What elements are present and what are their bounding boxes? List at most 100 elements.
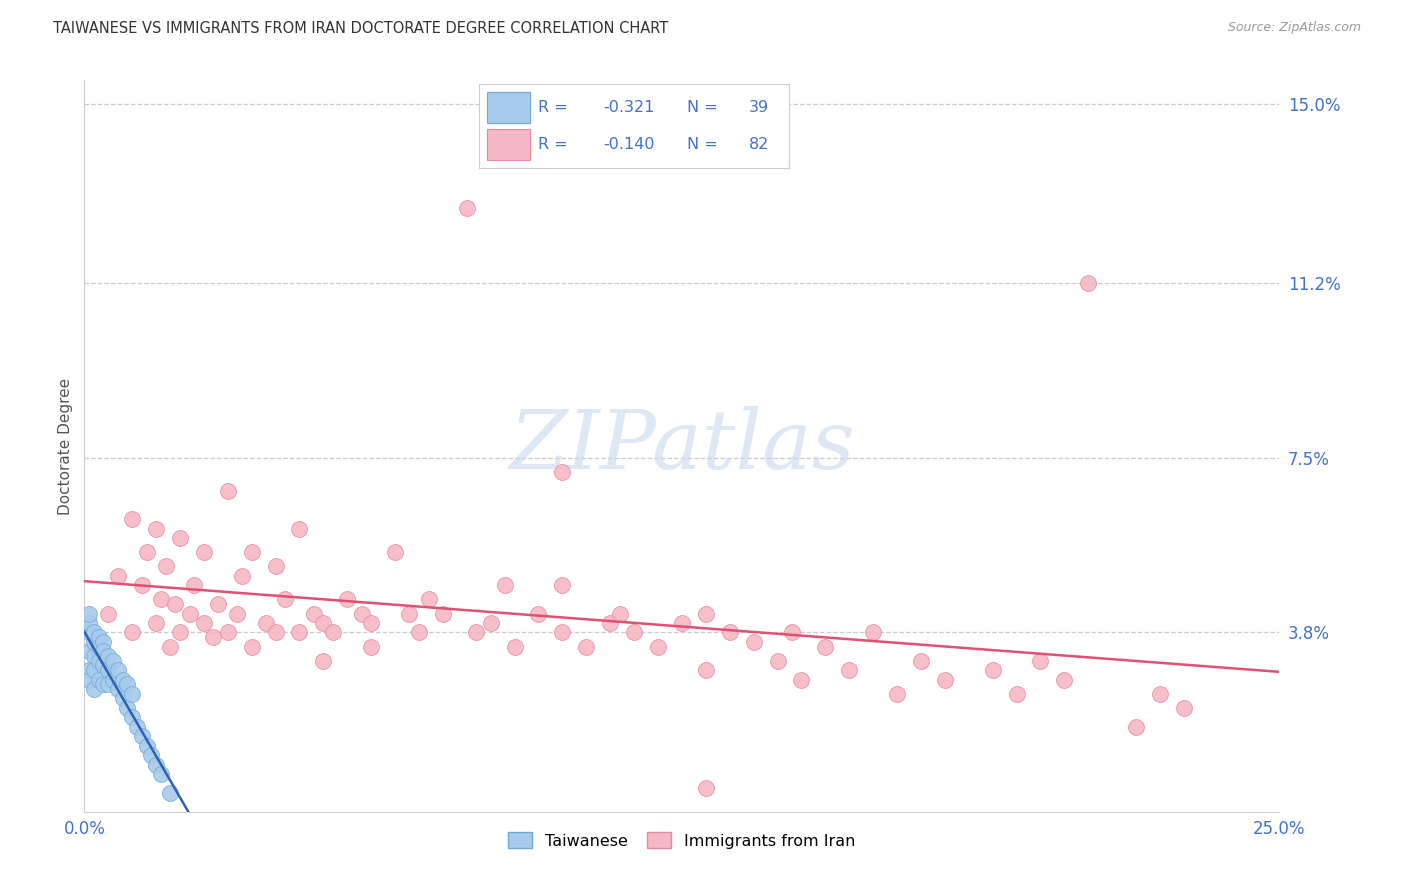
Point (169, 531, 191, 545)
Text: Source: ZipAtlas.com: Source: ZipAtlas.com (1227, 21, 1361, 34)
Point (575, 640, 598, 654)
Point (623, 625, 645, 640)
Point (135, 545, 157, 559)
Point (107, 681, 129, 696)
Point (93, 677, 115, 691)
Point (551, 578, 574, 592)
Point (179, 607, 201, 621)
Point (527, 607, 550, 621)
Point (121, 687, 143, 701)
Point (77, 663, 100, 677)
Point (408, 625, 430, 640)
Point (350, 607, 373, 621)
Point (131, 578, 153, 592)
Point (336, 592, 359, 607)
Point (121, 625, 143, 640)
Point (1005, 687, 1028, 701)
Point (77, 644, 100, 658)
Point (599, 615, 621, 630)
Point (264, 559, 287, 574)
Point (169, 625, 191, 640)
Point (193, 615, 215, 630)
Point (101, 673, 124, 687)
Point (107, 568, 129, 582)
Point (202, 630, 225, 644)
Point (207, 597, 229, 611)
Point (384, 545, 406, 559)
Point (398, 607, 420, 621)
Point (264, 625, 287, 640)
Point (910, 654, 932, 668)
Point (503, 640, 526, 654)
Point (322, 625, 344, 640)
Point (183, 578, 205, 592)
Point (145, 757, 167, 772)
Point (312, 654, 335, 668)
Point (77, 615, 100, 630)
Point (742, 635, 765, 649)
Point (217, 625, 239, 640)
Point (97, 648, 120, 663)
Point (77, 673, 100, 687)
Point (886, 687, 908, 701)
Point (107, 663, 129, 677)
Point (149, 592, 172, 607)
Point (87, 630, 110, 644)
Point (360, 640, 382, 654)
Point (149, 767, 172, 781)
Point (551, 625, 574, 640)
Point (117, 677, 139, 691)
Point (93, 635, 115, 649)
Point (302, 607, 325, 621)
Point (1173, 701, 1195, 715)
Point (77, 607, 100, 621)
Point (695, 607, 717, 621)
Point (838, 663, 860, 677)
Point (274, 592, 297, 607)
Point (231, 568, 253, 582)
Point (155, 559, 177, 574)
Point (814, 640, 837, 654)
Point (101, 654, 124, 668)
Point (780, 625, 803, 640)
Point (159, 786, 181, 800)
Point (862, 625, 884, 640)
Point (288, 625, 311, 640)
Point (934, 673, 956, 687)
Point (193, 545, 215, 559)
Point (479, 615, 502, 630)
Point (145, 615, 167, 630)
Point (718, 625, 741, 640)
Text: TAIWANESE VS IMMIGRANTS FROM IRAN DOCTORATE DEGREE CORRELATION CHART: TAIWANESE VS IMMIGRANTS FROM IRAN DOCTOR… (53, 21, 669, 36)
Point (145, 522, 167, 536)
Point (131, 729, 153, 743)
Point (83, 681, 105, 696)
Point (97, 607, 120, 621)
Point (87, 640, 110, 654)
Point (226, 607, 249, 621)
Point (418, 592, 440, 607)
Point (1125, 720, 1147, 734)
Text: ZIPatlas: ZIPatlas (509, 406, 855, 486)
Point (83, 648, 105, 663)
Point (83, 663, 105, 677)
Point (494, 578, 516, 592)
Point (1149, 687, 1171, 701)
Point (165, 597, 187, 611)
Point (288, 522, 311, 536)
Legend: Taiwanese, Immigrants from Iran: Taiwanese, Immigrants from Iran (502, 826, 862, 855)
Point (312, 615, 335, 630)
Point (121, 710, 143, 724)
Point (111, 691, 134, 706)
Point (97, 677, 120, 691)
Point (695, 663, 717, 677)
Point (93, 658, 115, 673)
Point (1053, 673, 1076, 687)
Point (647, 640, 669, 654)
Y-axis label: Doctorate Degree: Doctorate Degree (58, 377, 73, 515)
Point (432, 607, 454, 621)
Point (695, 781, 717, 796)
Point (790, 673, 813, 687)
Point (1077, 276, 1099, 290)
Point (456, 201, 478, 215)
